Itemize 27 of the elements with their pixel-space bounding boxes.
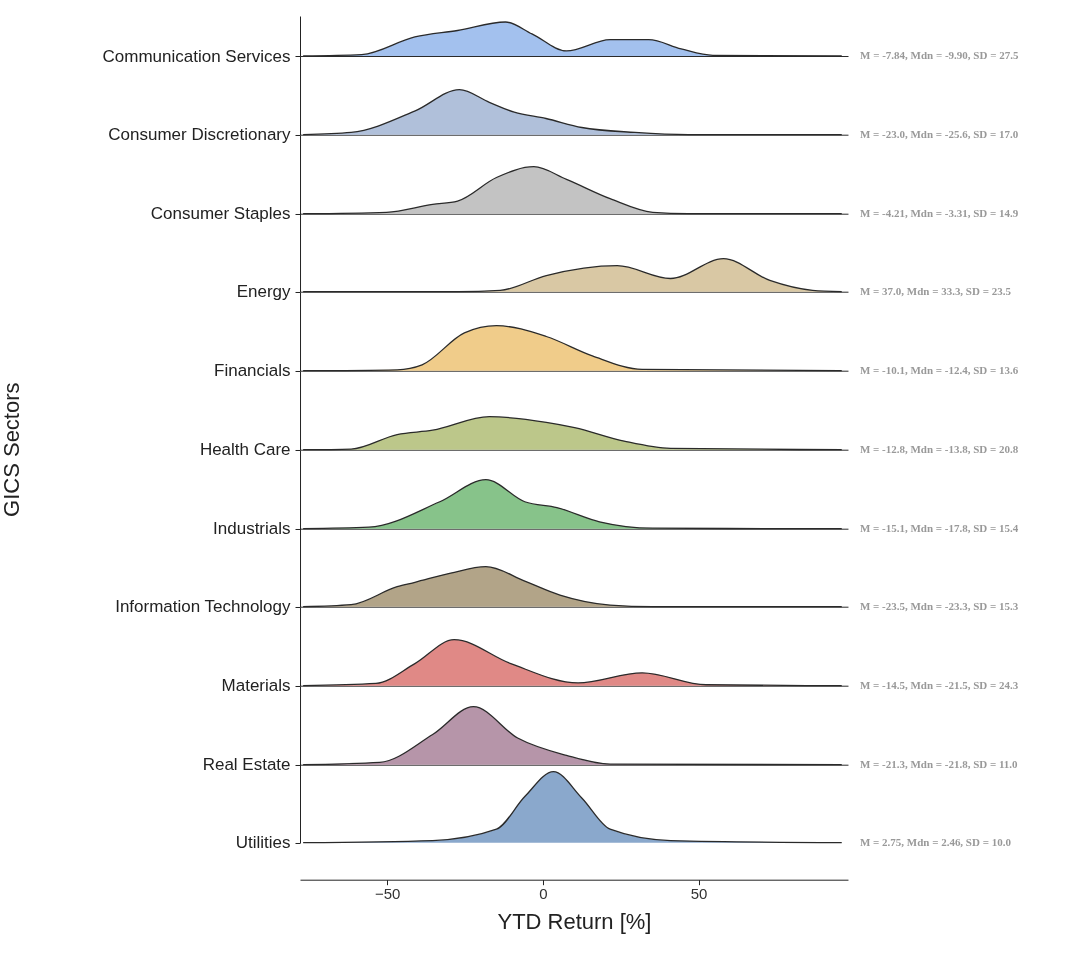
text: M = -7.84, Mdn = -9.90, SD = 27.5 [860, 49, 1019, 61]
text: GICS Sectors [0, 382, 25, 517]
y-axis-title: Communication Services [102, 46, 291, 66]
x-tick-label: 50 [690, 885, 708, 903]
text: M = -23.0, Mdn = -25.6, SD = 17.0 [859, 127, 1019, 140]
text: M = 37.0, Mdn = 33.3, SD = 23.5 [859, 285, 1012, 298]
text: M = -10.1, Mdn = -12.4, SD = 13.6 [859, 363, 1019, 376]
y-axis-title: Materials [221, 676, 291, 696]
y-axis-title: Information Technology [115, 597, 292, 617]
text: M = -21.3, Mdn = -21.8, SD = 11.0 [859, 757, 1019, 770]
text: M = -14.5, Mdn = -21.5, SD = 24.3 [859, 678, 1019, 691]
text: M = -23.5, Mdn = -23.3, SD = 15.3 [859, 599, 1019, 612]
y-axis-title: Consumer Staples [150, 203, 291, 223]
x-tick-label: 0 [539, 885, 548, 903]
x-tick-label: −50 [374, 885, 401, 903]
x-axis-title: YTD Return [%] [497, 909, 652, 935]
y-axis-title: Financials [214, 361, 291, 381]
text: M = 2.75, Mdn = 2.46, SD = 10.0 [859, 835, 1012, 848]
y-axis-title: Consumer Discretionary [108, 125, 292, 145]
text: M = -15.1, Mdn = -17.8, SD = 15.4 [859, 521, 1019, 534]
y-axis-title: Health Care [199, 439, 291, 459]
text: M = -4.21, Mdn = -3.31, SD = 14.9 [859, 206, 1019, 219]
y-axis-title: Utilities [235, 833, 291, 853]
y-axis-title: Energy [236, 282, 292, 302]
text: M = -12.8, Mdn = -13.8, SD = 20.8 [859, 442, 1019, 455]
y-axis-title: Industrials [213, 518, 291, 538]
y-axis-title: Real Estate [202, 754, 291, 774]
